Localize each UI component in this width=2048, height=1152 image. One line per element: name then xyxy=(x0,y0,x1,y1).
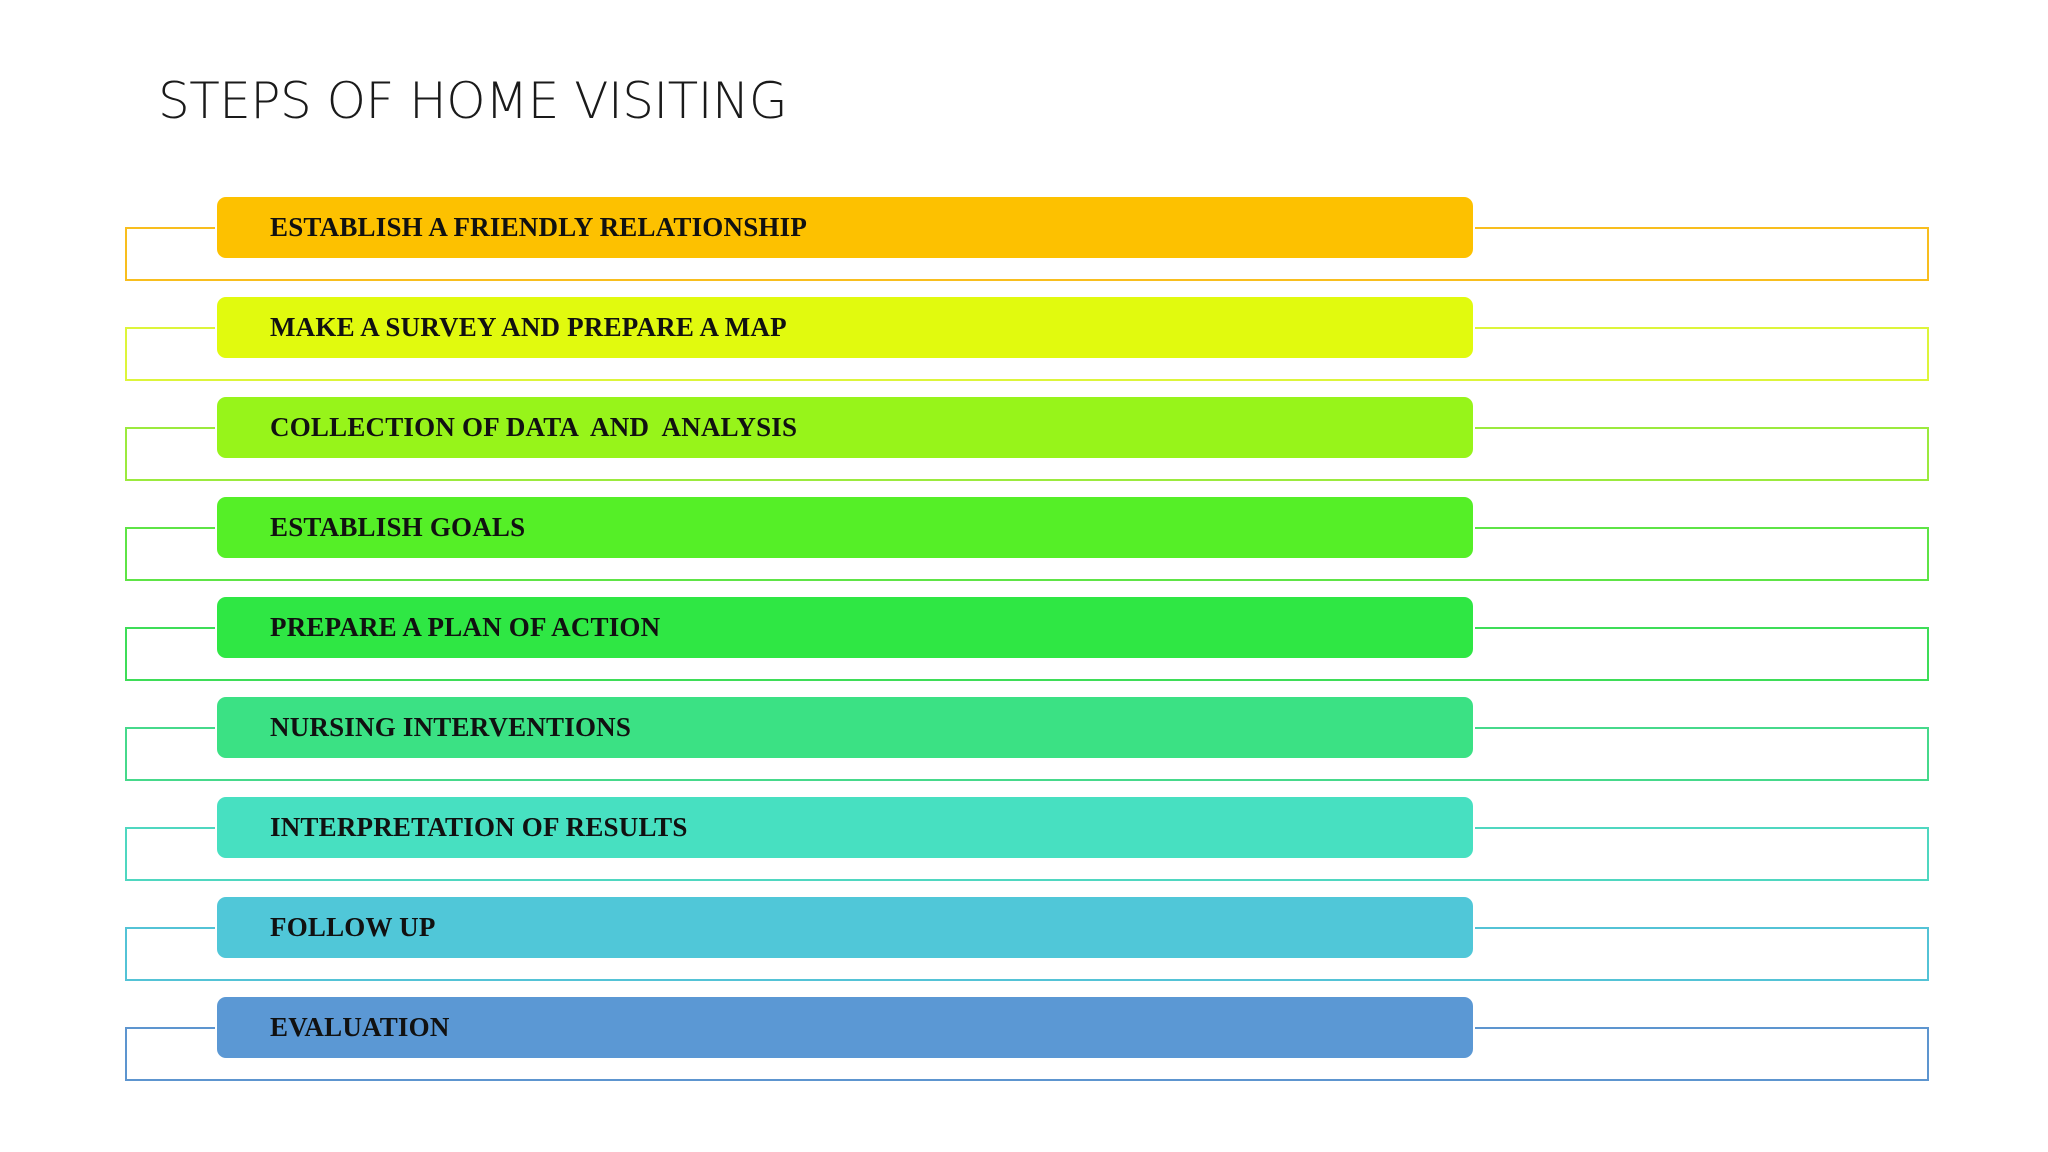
step-bar: ESTABLISH A FRIENDLY RELATIONSHIP xyxy=(217,197,1473,258)
step-frame-top-right xyxy=(1475,527,1927,529)
step-label: NURSING INTERVENTIONS xyxy=(270,712,632,742)
step-2: MAKE A SURVEY AND PREPARE A MAP xyxy=(0,297,2048,397)
step-frame xyxy=(125,527,1929,581)
step-frame-top-right xyxy=(1475,227,1927,229)
step-9: EVALUATION xyxy=(0,997,2048,1097)
step-bar: COLLECTION OF DATA AND ANALYSIS xyxy=(217,397,1473,458)
step-frame-top-left xyxy=(125,527,215,529)
step-bar: EVALUATION xyxy=(217,997,1473,1058)
step-frame xyxy=(125,927,1929,981)
step-label: PREPARE A PLAN OF ACTION xyxy=(270,612,661,642)
step-frame xyxy=(125,227,1929,281)
step-bar: NURSING INTERVENTIONS xyxy=(217,697,1473,758)
step-frame-top-right xyxy=(1475,927,1927,929)
step-frame-top-left xyxy=(125,627,215,629)
step-label: INTERPRETATION OF RESULTS xyxy=(270,812,688,842)
step-1: ESTABLISH A FRIENDLY RELATIONSHIP xyxy=(0,197,2048,297)
step-frame xyxy=(125,727,1929,781)
step-5: PREPARE A PLAN OF ACTION xyxy=(0,597,2048,697)
step-frame-top-right xyxy=(1475,827,1927,829)
step-frame-top-right xyxy=(1475,627,1927,629)
step-label: FOLLOW UP xyxy=(270,912,436,942)
step-label: EVALUATION xyxy=(270,1012,450,1042)
step-frame xyxy=(125,827,1929,881)
step-frame-top-right xyxy=(1475,427,1927,429)
step-bar: MAKE A SURVEY AND PREPARE A MAP xyxy=(217,297,1473,358)
step-3: COLLECTION OF DATA AND ANALYSIS xyxy=(0,397,2048,497)
step-7: INTERPRETATION OF RESULTS xyxy=(0,797,2048,897)
step-frame-top-left xyxy=(125,1027,215,1029)
step-label: ESTABLISH GOALS xyxy=(270,512,526,542)
step-frame-top-left xyxy=(125,427,215,429)
step-frame-top-right xyxy=(1475,727,1927,729)
step-bar: PREPARE A PLAN OF ACTION xyxy=(217,597,1473,658)
step-frame xyxy=(125,427,1929,481)
step-frame-top-left xyxy=(125,327,215,329)
step-frame xyxy=(125,627,1929,681)
step-frame-top-right xyxy=(1475,1027,1927,1029)
step-frame-top-left xyxy=(125,927,215,929)
step-bar: ESTABLISH GOALS xyxy=(217,497,1473,558)
step-label: ESTABLISH A FRIENDLY RELATIONSHIP xyxy=(270,212,808,242)
step-8: FOLLOW UP xyxy=(0,897,2048,997)
step-6: NURSING INTERVENTIONS xyxy=(0,697,2048,797)
step-label: MAKE A SURVEY AND PREPARE A MAP xyxy=(270,312,787,342)
step-frame-top-left xyxy=(125,827,215,829)
slide-title: STEPS OF HOME VISITING xyxy=(158,72,788,130)
step-frame-top-left xyxy=(125,727,215,729)
step-frame xyxy=(125,1027,1929,1081)
step-bar: FOLLOW UP xyxy=(217,897,1473,958)
step-4: ESTABLISH GOALS xyxy=(0,497,2048,597)
step-bar: INTERPRETATION OF RESULTS xyxy=(217,797,1473,858)
step-frame-top-left xyxy=(125,227,215,229)
step-label: COLLECTION OF DATA AND ANALYSIS xyxy=(270,412,798,442)
step-frame-top-right xyxy=(1475,327,1927,329)
step-frame xyxy=(125,327,1929,381)
